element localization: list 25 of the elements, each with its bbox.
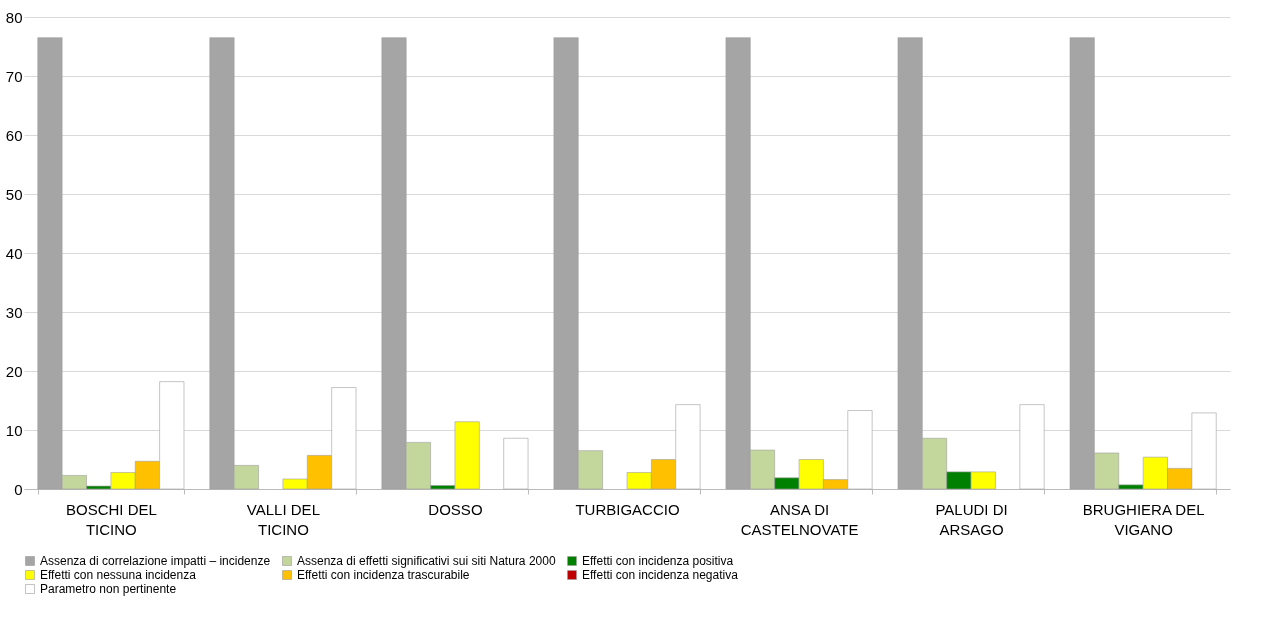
bar	[1019, 404, 1045, 490]
x-tick-label: ANSA DI CASTELNOVATE	[740, 500, 859, 538]
y-tick-label: 60	[5, 126, 23, 144]
x-tick-label: DOSSO	[428, 500, 483, 518]
legend-label: Effetti con nessuna incidenza	[40, 568, 197, 582]
y-tick-label: 80	[5, 8, 23, 26]
x-tick-label: PALUDI DI ARSAGO	[935, 500, 1008, 538]
legend-label: Effetti con incidenza negativa	[582, 568, 739, 582]
legend-label: Assenza di effetti significativi sui siti Natura 2000	[297, 554, 556, 568]
y-tick-label: 20	[5, 362, 23, 380]
x-tick-label: BOSCHI DEL TICINO	[65, 500, 157, 538]
y-tick-label: 50	[5, 185, 23, 203]
legend-label: Parametro non pertinente	[40, 582, 177, 596]
y-tick-label: 70	[5, 67, 23, 85]
x-tick-label: VALLI DEL TICINO	[246, 500, 320, 538]
y-tick-label: 10	[5, 421, 23, 439]
y-tick-label: 30	[5, 303, 23, 321]
y-tick-label: 0	[14, 480, 23, 498]
x-tick-label: TURBIGACCIO	[575, 500, 680, 518]
y-tick-label: 40	[5, 244, 23, 262]
legend-label: Effetti con incidenza positiva	[582, 554, 734, 568]
x-tick-label: BRUGHIERA DEL VIGANO	[1082, 500, 1205, 538]
legend-label: Effetti con incidenza trascurabile	[297, 568, 470, 582]
legend-label: Assenza di correlazione impatti – incidenze	[40, 554, 271, 568]
bar	[503, 437, 529, 490]
